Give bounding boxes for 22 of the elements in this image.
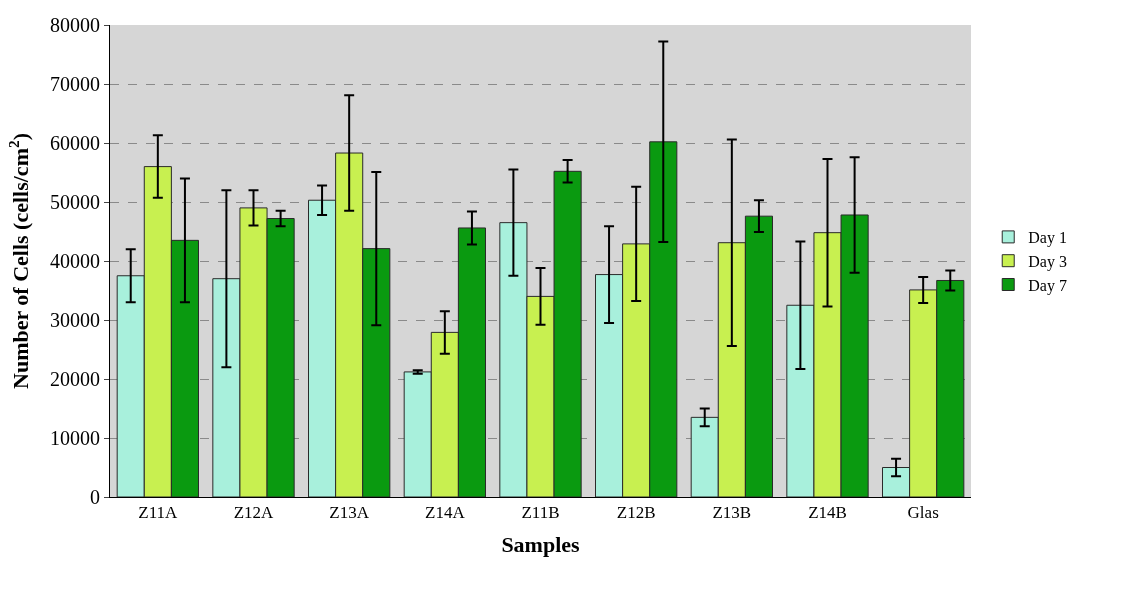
- y-tick-label: 10000: [50, 427, 100, 449]
- legend-label: Day 7: [1028, 276, 1067, 295]
- x-tick-label: Z13A: [329, 503, 370, 523]
- x-tick-label: Z12A: [233, 503, 275, 523]
- legend-label: Day 1: [1028, 229, 1067, 248]
- x-tick-label: Z14B: [808, 503, 847, 523]
- x-tick-label: Z11A: [138, 503, 179, 523]
- y-tick-label: 20000: [50, 368, 100, 390]
- x-tick-label: Z12B: [616, 503, 656, 523]
- y-tick-label: 50000: [50, 191, 100, 213]
- x-axis-title: Samples: [501, 532, 581, 558]
- y-tick-label: 80000: [50, 14, 100, 36]
- y-tick-label: 0: [90, 486, 100, 508]
- x-tick-label: Glas: [907, 503, 939, 523]
- y-tick-label: 60000: [50, 132, 100, 154]
- y-tick-label: 70000: [50, 73, 100, 95]
- legend-label: Day 3: [1028, 252, 1067, 271]
- y-tick-label: 30000: [50, 309, 100, 331]
- x-tick-label: Z13B: [712, 503, 752, 523]
- x-tick-label: Z11B: [521, 503, 560, 523]
- x-tick-label: Z14A: [424, 503, 466, 523]
- y-tick-label: 40000: [50, 250, 100, 272]
